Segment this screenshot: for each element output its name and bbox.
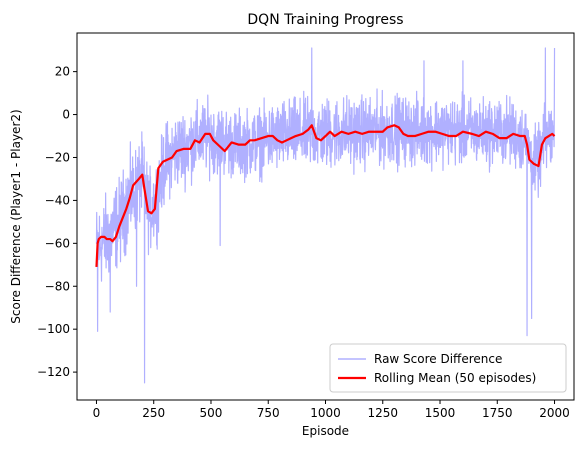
y-tick-label: −120 [37, 365, 70, 379]
x-tick-label: 1250 [367, 406, 398, 420]
raw-series-layer [95, 47, 556, 384]
x-tick-label: 750 [257, 406, 280, 420]
x-tick-label: 1000 [310, 406, 341, 420]
legend-label-raw: Raw Score Difference [374, 352, 502, 366]
x-tick-label: 500 [200, 406, 223, 420]
x-tick-label: 1750 [482, 406, 513, 420]
y-tick-label: 20 [55, 65, 70, 79]
x-axis-label: Episode [302, 424, 349, 438]
rolling-mean-layer [95, 124, 556, 267]
y-tick-label: −20 [45, 150, 70, 164]
y-axis-ticks: 20 0 −20 −40 −60 −80 −100 −120 [37, 65, 77, 379]
y-tick-label: −100 [37, 322, 70, 336]
x-tick-label: 250 [142, 406, 165, 420]
legend-box [329, 343, 567, 393]
raw-score-line [95, 47, 556, 384]
legend: Raw Score Difference Rolling Mean (50 ep… [329, 343, 567, 393]
y-tick-label: −60 [45, 236, 70, 250]
y-tick-label: −40 [45, 193, 70, 207]
x-tick-label: 0 [93, 406, 101, 420]
y-tick-label: 0 [62, 108, 70, 122]
rolling-mean-line [95, 124, 556, 267]
y-axis-label: Score Difference (Player1 - Player2) [9, 109, 23, 323]
legend-label-rolling-mean: Rolling Mean (50 episodes) [374, 371, 536, 385]
x-axis-ticks: 0 250 500 750 1000 1250 1500 1750 2000 [93, 400, 570, 420]
y-tick-label: −80 [45, 279, 70, 293]
chart-title: DQN Training Progress [247, 12, 403, 28]
x-tick-label: 2000 [539, 406, 570, 420]
x-tick-label: 1500 [425, 406, 456, 420]
